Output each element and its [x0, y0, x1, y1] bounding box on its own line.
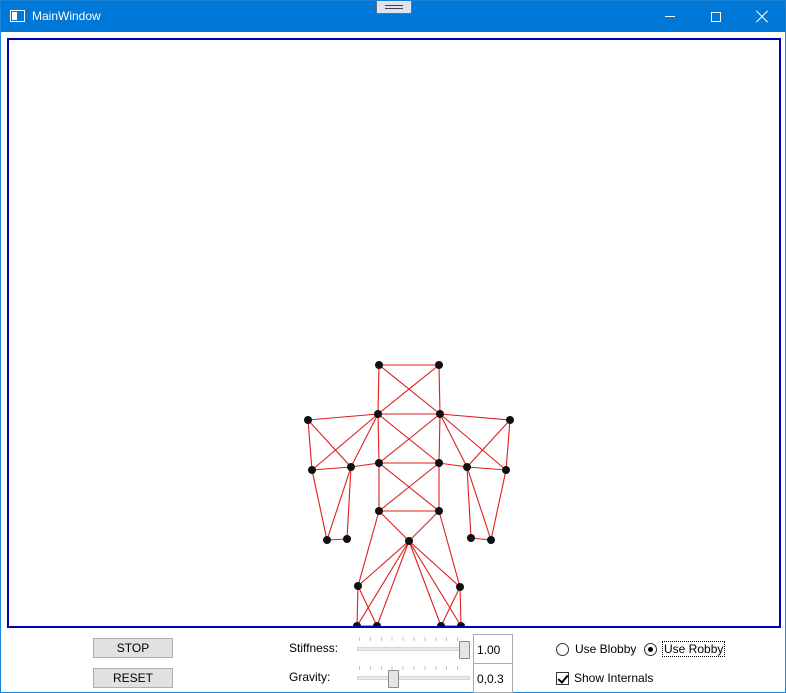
use-blobby-label[interactable]: Use Blobby	[575, 642, 637, 656]
close-icon	[756, 11, 768, 23]
stiffness-slider-track[interactable]	[357, 647, 470, 651]
show-internals-check-icon[interactable]	[556, 671, 569, 685]
robby-softbody-figure	[304, 361, 514, 626]
use-robby-radio[interactable]: Use Robby	[644, 641, 726, 657]
gravity-slider-thumb[interactable]	[388, 670, 399, 688]
stiffness-label: Stiffness:	[289, 641, 339, 655]
use-blobby-radio-circle[interactable]	[556, 642, 569, 656]
stiffness-slider[interactable]	[357, 637, 470, 659]
minimize-button[interactable]	[647, 1, 693, 32]
gravity-slider-track[interactable]	[357, 676, 470, 680]
maximize-icon	[711, 11, 721, 22]
gravity-label: Gravity:	[289, 670, 331, 684]
gravity-value-field[interactable]: 0,0.3	[473, 663, 513, 693]
stiffness-slider-thumb[interactable]	[459, 641, 470, 659]
spring-lines	[307, 364, 511, 626]
use-robby-radio-circle[interactable]	[644, 642, 657, 656]
use-blobby-radio[interactable]: Use Blobby	[556, 642, 637, 656]
stop-button[interactable]: STOP	[93, 638, 173, 658]
debug-toolbar-grip-icon[interactable]	[376, 1, 412, 14]
reset-button[interactable]: RESET	[93, 668, 173, 688]
stiffness-slider-ticks	[359, 637, 468, 641]
maximize-button[interactable]	[693, 1, 739, 32]
mass-nodes	[304, 361, 514, 626]
show-internals-checkbox[interactable]: Show Internals	[556, 671, 653, 685]
gravity-slider-ticks	[359, 666, 468, 670]
close-button[interactable]	[739, 1, 785, 32]
window-app-icon	[10, 10, 25, 22]
simulation-canvas[interactable]	[7, 38, 781, 628]
show-internals-label[interactable]: Show Internals	[574, 671, 654, 685]
use-robby-label[interactable]: Use Robby	[662, 641, 726, 657]
title-bar[interactable]: MainWindow	[1, 1, 785, 32]
window-title: MainWindow	[32, 9, 101, 23]
minimize-icon	[665, 16, 675, 17]
stiffness-value-field[interactable]: 1.00	[473, 634, 513, 664]
gravity-slider[interactable]	[357, 666, 470, 688]
